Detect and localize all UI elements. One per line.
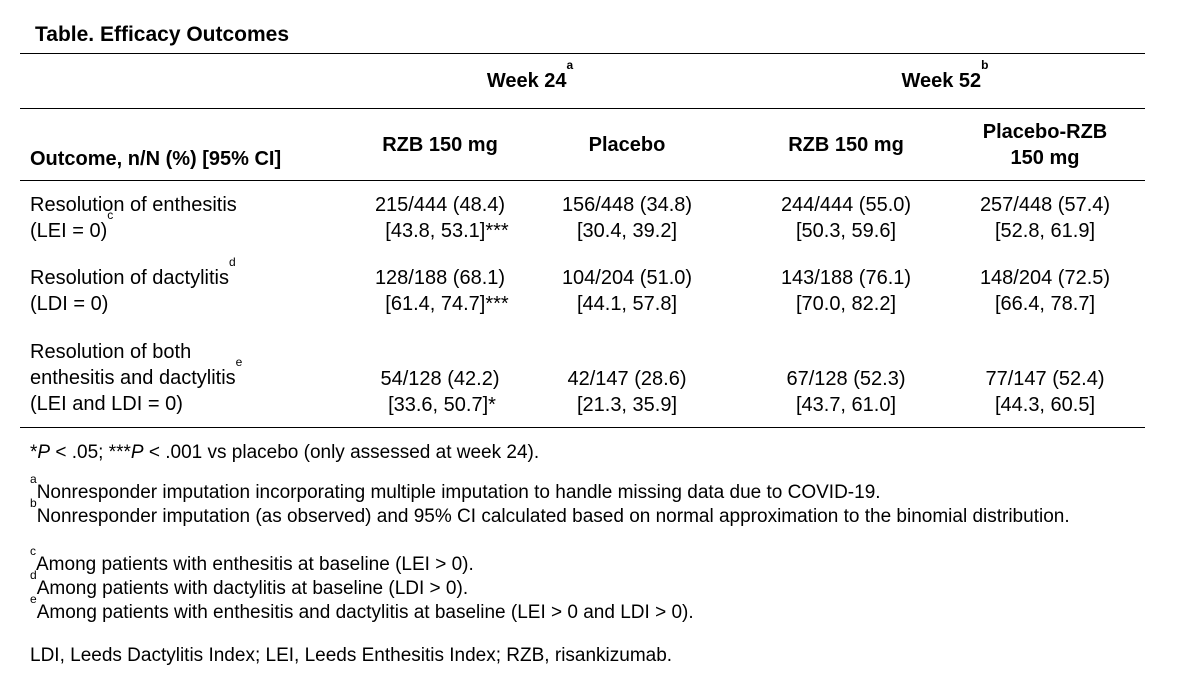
cell-ci: [70.0, 82.2]	[795, 293, 897, 315]
group-header-week52: Week 52b	[795, 59, 1095, 94]
group-header-rule	[20, 108, 1145, 109]
cell-ci: [52.8, 61.9]	[994, 220, 1096, 242]
footnote-text: Nonresponder imputation incorporating mu…	[36, 482, 881, 503]
table-cell: 54/128 (42.2) [33.6, 50.7]*	[340, 366, 540, 418]
cell-count: 104/204 (51.0)	[561, 267, 693, 289]
table-cell: 148/204 (72.5) [66.4, 78.7]	[945, 265, 1145, 317]
cell-count: 257/448 (57.4)	[979, 194, 1111, 216]
column-header-rzb-wk52: RZB 150 mg	[788, 134, 904, 156]
cell-ci: [66.4, 78.7]	[994, 293, 1096, 315]
row-label-dactylitis: Resolution of dactylitisd (LDI = 0)	[30, 256, 350, 317]
table-cell: 42/147 (28.6) [21.3, 35.9]	[527, 366, 727, 418]
group-header-label: Week 24	[486, 70, 567, 92]
column-header-outcome: Outcome, n/N (%) [95% CI]	[30, 148, 282, 170]
column-header-line: 150 mg	[1010, 147, 1080, 169]
cell-count: 244/444 (55.0)	[780, 194, 912, 216]
cell-count: 143/188 (76.1)	[780, 267, 912, 289]
table-cell: 77/147 (52.4) [44.3, 60.5]	[945, 366, 1145, 418]
row-label-enthesitis: Resolution of enthesitis (LEI = 0)c	[30, 192, 350, 244]
column-header-rule	[20, 180, 1145, 181]
footnote-text: *	[30, 442, 38, 463]
cell-count: 77/147 (52.4)	[985, 368, 1105, 390]
footnote-text: P	[37, 442, 51, 463]
table-cell: 143/188 (76.1) [70.0, 82.2]	[746, 265, 946, 317]
footnote-significance: *P < .05; ***P < .001 vs placebo (only a…	[30, 441, 1140, 465]
group-header-week24: Week 24a	[380, 59, 680, 94]
cell-ci: [30.4, 39.2]	[576, 220, 678, 242]
cell-count: 156/448 (34.8)	[561, 194, 693, 216]
footnote-marker: c	[107, 208, 114, 222]
column-header-placebo-rzb-wk52: Placebo-RZB 150 mg	[945, 119, 1145, 171]
row-label-line: (LEI and LDI = 0)	[30, 393, 183, 415]
table-cell: 104/204 (51.0) [44.1, 57.8]	[527, 265, 727, 317]
row-label-line: Resolution of dactylitis	[30, 267, 229, 289]
row-label-both: Resolution of both enthesitis and dactyl…	[30, 339, 350, 417]
cell-count: 215/444 (48.4)	[374, 194, 506, 216]
row-label-line: Resolution of enthesitis	[30, 194, 237, 216]
cell-count: 54/128 (42.2)	[380, 368, 500, 390]
cell-ci: [44.1, 57.8]	[576, 293, 678, 315]
footnote-d: dAmong patients with dactylitis at basel…	[30, 569, 1140, 601]
cell-ci: [43.8, 53.1]***	[385, 220, 509, 242]
bottom-rule	[20, 427, 1145, 428]
cell-count: 42/147 (28.6)	[567, 368, 687, 390]
footnote-text: Among patients with enthesitis at baseli…	[36, 554, 474, 575]
row-label-line: Resolution of both	[30, 341, 192, 363]
row-label-line: enthesitis and dactylitis	[30, 367, 236, 389]
table-cell: 244/444 (55.0) [50.3, 59.6]	[746, 192, 946, 244]
footnote-marker: d	[30, 568, 37, 582]
footnote-a: aNonresponder imputation incorporating m…	[30, 473, 1140, 505]
footnote-e: eAmong patients with enthesitis and dact…	[30, 593, 1140, 625]
row-label-line: (LDI = 0)	[30, 293, 109, 315]
column-header-rzb-wk24: RZB 150 mg	[382, 134, 498, 156]
footnote-text: P	[130, 442, 144, 463]
top-rule	[20, 53, 1145, 54]
footnote-marker: a	[566, 58, 574, 72]
cell-ci: [50.3, 59.6]	[795, 220, 897, 242]
cell-ci: [21.3, 35.9]	[576, 394, 678, 416]
cell-count: 67/128 (52.3)	[786, 368, 906, 390]
cell-ci: [43.7, 61.0]	[795, 394, 897, 416]
column-header-line: Placebo-RZB	[982, 121, 1108, 143]
footnote-b: bNonresponder imputation (as observed) a…	[30, 497, 1110, 529]
footnote-text: Nonresponder imputation (as observed) an…	[36, 506, 1070, 527]
cell-count: 128/188 (68.1)	[374, 267, 506, 289]
cell-count: 148/204 (72.5)	[979, 267, 1111, 289]
footnote-text: Among patients with enthesitis and dacty…	[36, 602, 694, 623]
footnote-marker: e	[30, 592, 37, 606]
footnote-marker: b	[30, 496, 37, 510]
footnote-marker: e	[235, 355, 243, 369]
table-cell: 257/448 (57.4) [52.8, 61.9]	[945, 192, 1145, 244]
group-header-label: Week 52	[901, 70, 982, 92]
cell-ci: [61.4, 74.7]***	[385, 293, 509, 315]
footnote-text: < .05; ***	[50, 442, 131, 463]
table-cell: 215/444 (48.4) [43.8, 53.1]***	[340, 192, 540, 244]
footnote-marker: c	[30, 544, 36, 558]
footnote-marker: a	[30, 472, 37, 486]
table-title: Table. Efficacy Outcomes	[35, 23, 290, 46]
table-cell: 128/188 (68.1) [61.4, 74.7]***	[340, 265, 540, 317]
footnote-abbreviations: LDI, Leeds Dactylitis Index; LEI, Leeds …	[30, 645, 673, 666]
row-label-line: (LEI = 0)	[30, 220, 108, 242]
table-cell: 156/448 (34.8) [30.4, 39.2]	[527, 192, 727, 244]
column-header-placebo-wk24: Placebo	[588, 134, 666, 156]
footnote-marker: b	[981, 58, 989, 72]
footnote-c: cAmong patients with enthesitis at basel…	[30, 545, 1140, 577]
cell-ci: [44.3, 60.5]	[994, 394, 1096, 416]
cell-ci: [33.6, 50.7]*	[388, 394, 496, 416]
table-cell: 67/128 (52.3) [43.7, 61.0]	[746, 366, 946, 418]
footnote-text: Among patients with dactylitis at baseli…	[36, 578, 469, 599]
footnote-text: < .001 vs placebo (only assessed at week…	[143, 442, 540, 463]
footnote-marker: d	[228, 255, 236, 269]
